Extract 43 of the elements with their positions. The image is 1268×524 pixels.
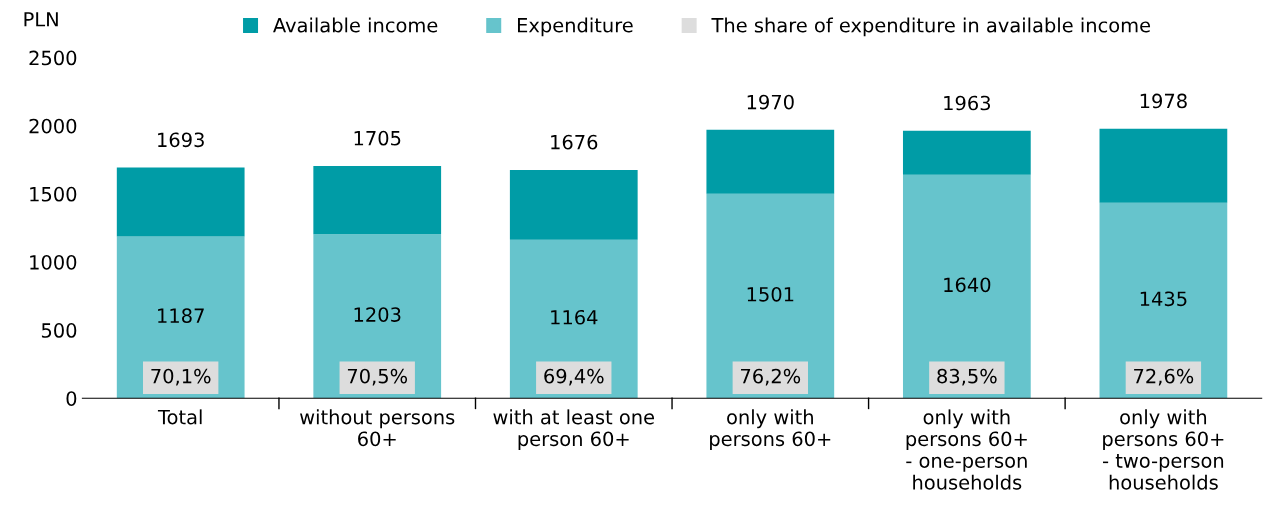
y-tick-label: 500 (41, 323, 77, 338)
y-tick-label: 2000 (29, 118, 77, 134)
total-label: 1970 (747, 94, 794, 110)
text: 70,1% (151, 368, 211, 386)
bar (313, 165, 442, 235)
bar (1099, 202, 1228, 399)
text: 72,6% (1134, 368, 1194, 386)
total-label: 1705 (354, 130, 401, 146)
y-axis-title: PLN (24, 12, 58, 27)
bar (902, 130, 1031, 175)
x-tick-label: with at least one person 60+ (493, 409, 655, 450)
x-tick-label: only with persons 60+ - two-person households (1103, 409, 1224, 490)
total-label: 1676 (551, 134, 598, 150)
legend-label: Expenditure (518, 17, 633, 37)
x-tick-label: without persons 60+ (300, 409, 455, 447)
total-label: 1978 (1140, 93, 1187, 109)
bar (1099, 128, 1228, 203)
data-label: 1640 (944, 277, 991, 293)
total-label: 1693 (158, 132, 204, 148)
x-tick-label: only with persons 60+ - one-person households (906, 409, 1027, 490)
bar (509, 169, 638, 240)
x-tick-label: only with persons 60+ (710, 409, 831, 450)
bar (902, 174, 1031, 399)
data-label: 1164 (551, 309, 598, 325)
legend-label: The share of expenditure in available income (711, 17, 1151, 37)
data-label: 1435 (1140, 291, 1187, 307)
data-label: 1501 (747, 286, 794, 302)
data-label: 1203 (354, 307, 401, 322)
total-label: 1963 (944, 95, 991, 111)
text: 69,4% (544, 368, 604, 386)
y-tick-label: 1500 (30, 186, 77, 202)
bar (706, 193, 835, 399)
text: 70,5% (347, 368, 408, 386)
y-tick-label: 1000 (30, 254, 77, 270)
data-label: 1187 (158, 308, 204, 324)
bar (706, 129, 835, 194)
bar (116, 167, 245, 237)
y-tick-label: 0 (66, 391, 77, 406)
y-tick-label: 2500 (29, 50, 77, 66)
legend-label: Available income (273, 17, 438, 33)
text: 76,2% (741, 368, 801, 386)
text: 83,5% (937, 368, 997, 386)
x-tick-label: Total (157, 409, 202, 425)
